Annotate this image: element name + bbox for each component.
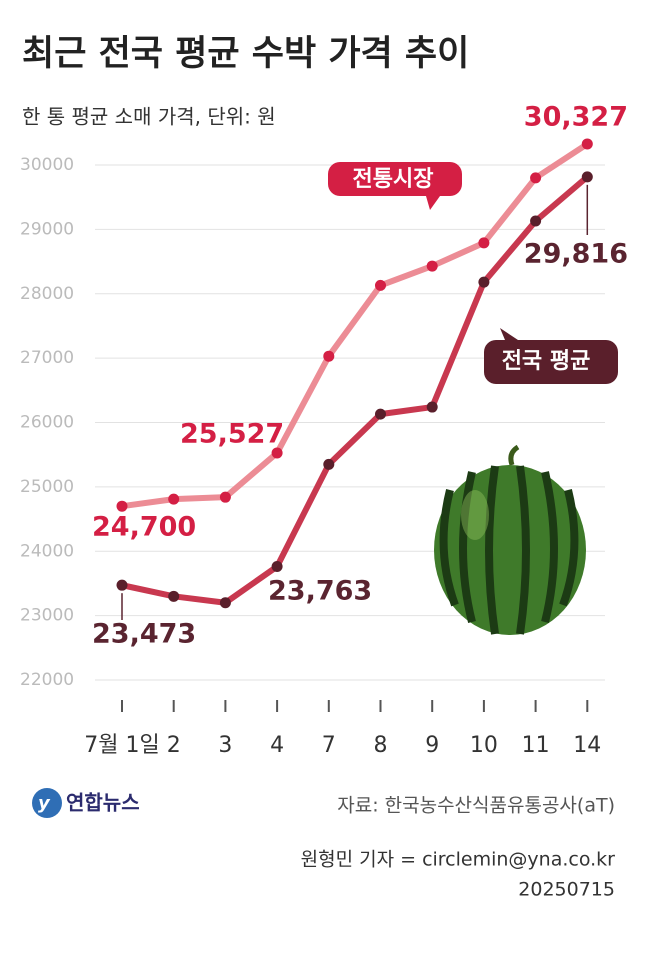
y-tick-label: 26000 <box>20 413 74 433</box>
series-line <box>121 174 590 606</box>
marker <box>116 579 128 591</box>
data-label: 23,473 <box>92 619 196 650</box>
data-label: 23,763 <box>268 576 372 607</box>
logo-text: 연합뉴스 <box>66 791 140 815</box>
x-tick-label: 14 <box>573 733 601 758</box>
logo: y 연합뉴스 <box>32 788 140 818</box>
legend-label: 전국 평균 <box>502 349 591 374</box>
marker <box>375 279 386 291</box>
marker <box>323 350 335 362</box>
marker <box>271 561 283 573</box>
marker <box>426 260 438 272</box>
y-tick-label: 23000 <box>20 606 74 626</box>
source: 자료: 한국농수산식품유통공사(aT) <box>337 795 615 817</box>
marker <box>219 597 231 609</box>
chart-subtitle: 한 통 평균 소매 가격, 단위: 원 <box>22 105 276 129</box>
legend-label: 전통시장 <box>353 167 434 192</box>
y-tick-label: 27000 <box>20 348 74 368</box>
marker <box>426 401 438 413</box>
marker <box>168 493 180 505</box>
y-tick-label: 22000 <box>20 670 74 690</box>
marker <box>581 138 593 150</box>
marker <box>478 276 490 288</box>
x-tick-label: 4 <box>270 733 284 758</box>
marker <box>271 447 283 459</box>
marker <box>478 237 490 249</box>
marker <box>219 491 231 503</box>
series-line <box>121 141 589 510</box>
marker <box>581 171 593 183</box>
x-tick-label: 2 <box>167 733 181 758</box>
x-tick-label: 3 <box>218 733 232 758</box>
chart-title: 최근 전국 평균 수박 가격 추이 <box>22 34 469 74</box>
data-label: 25,527 <box>180 419 284 450</box>
marker <box>116 500 128 512</box>
data-label: 29,816 <box>524 239 628 270</box>
y-tick-label: 30000 <box>20 155 74 175</box>
x-tick-label: 7월 1일 <box>84 733 159 758</box>
y-tick-label: 24000 <box>20 541 74 561</box>
x-tick-label: 9 <box>425 733 439 758</box>
x-tick-label: 8 <box>374 733 388 758</box>
legend-callout <box>328 162 618 384</box>
marker <box>530 172 542 184</box>
x-tick-label: 7 <box>322 733 336 758</box>
svg-text:y: y <box>38 793 51 814</box>
credit: 원형민 기자 = circlemin@yna.co.kr <box>301 849 616 871</box>
marker <box>375 408 386 420</box>
y-tick-label: 29000 <box>20 219 74 239</box>
marker <box>323 458 335 470</box>
x-tick-label: 10 <box>470 733 498 758</box>
y-tick-label: 28000 <box>20 284 74 304</box>
watermelon <box>434 444 586 635</box>
data-label: 30,327 <box>524 102 628 133</box>
marker <box>530 215 542 227</box>
x-tick-label: 11 <box>522 733 550 758</box>
date: 20250715 <box>518 879 615 901</box>
marker <box>168 590 180 602</box>
y-tick-label: 25000 <box>20 477 74 497</box>
data-label: 24,700 <box>92 512 196 543</box>
